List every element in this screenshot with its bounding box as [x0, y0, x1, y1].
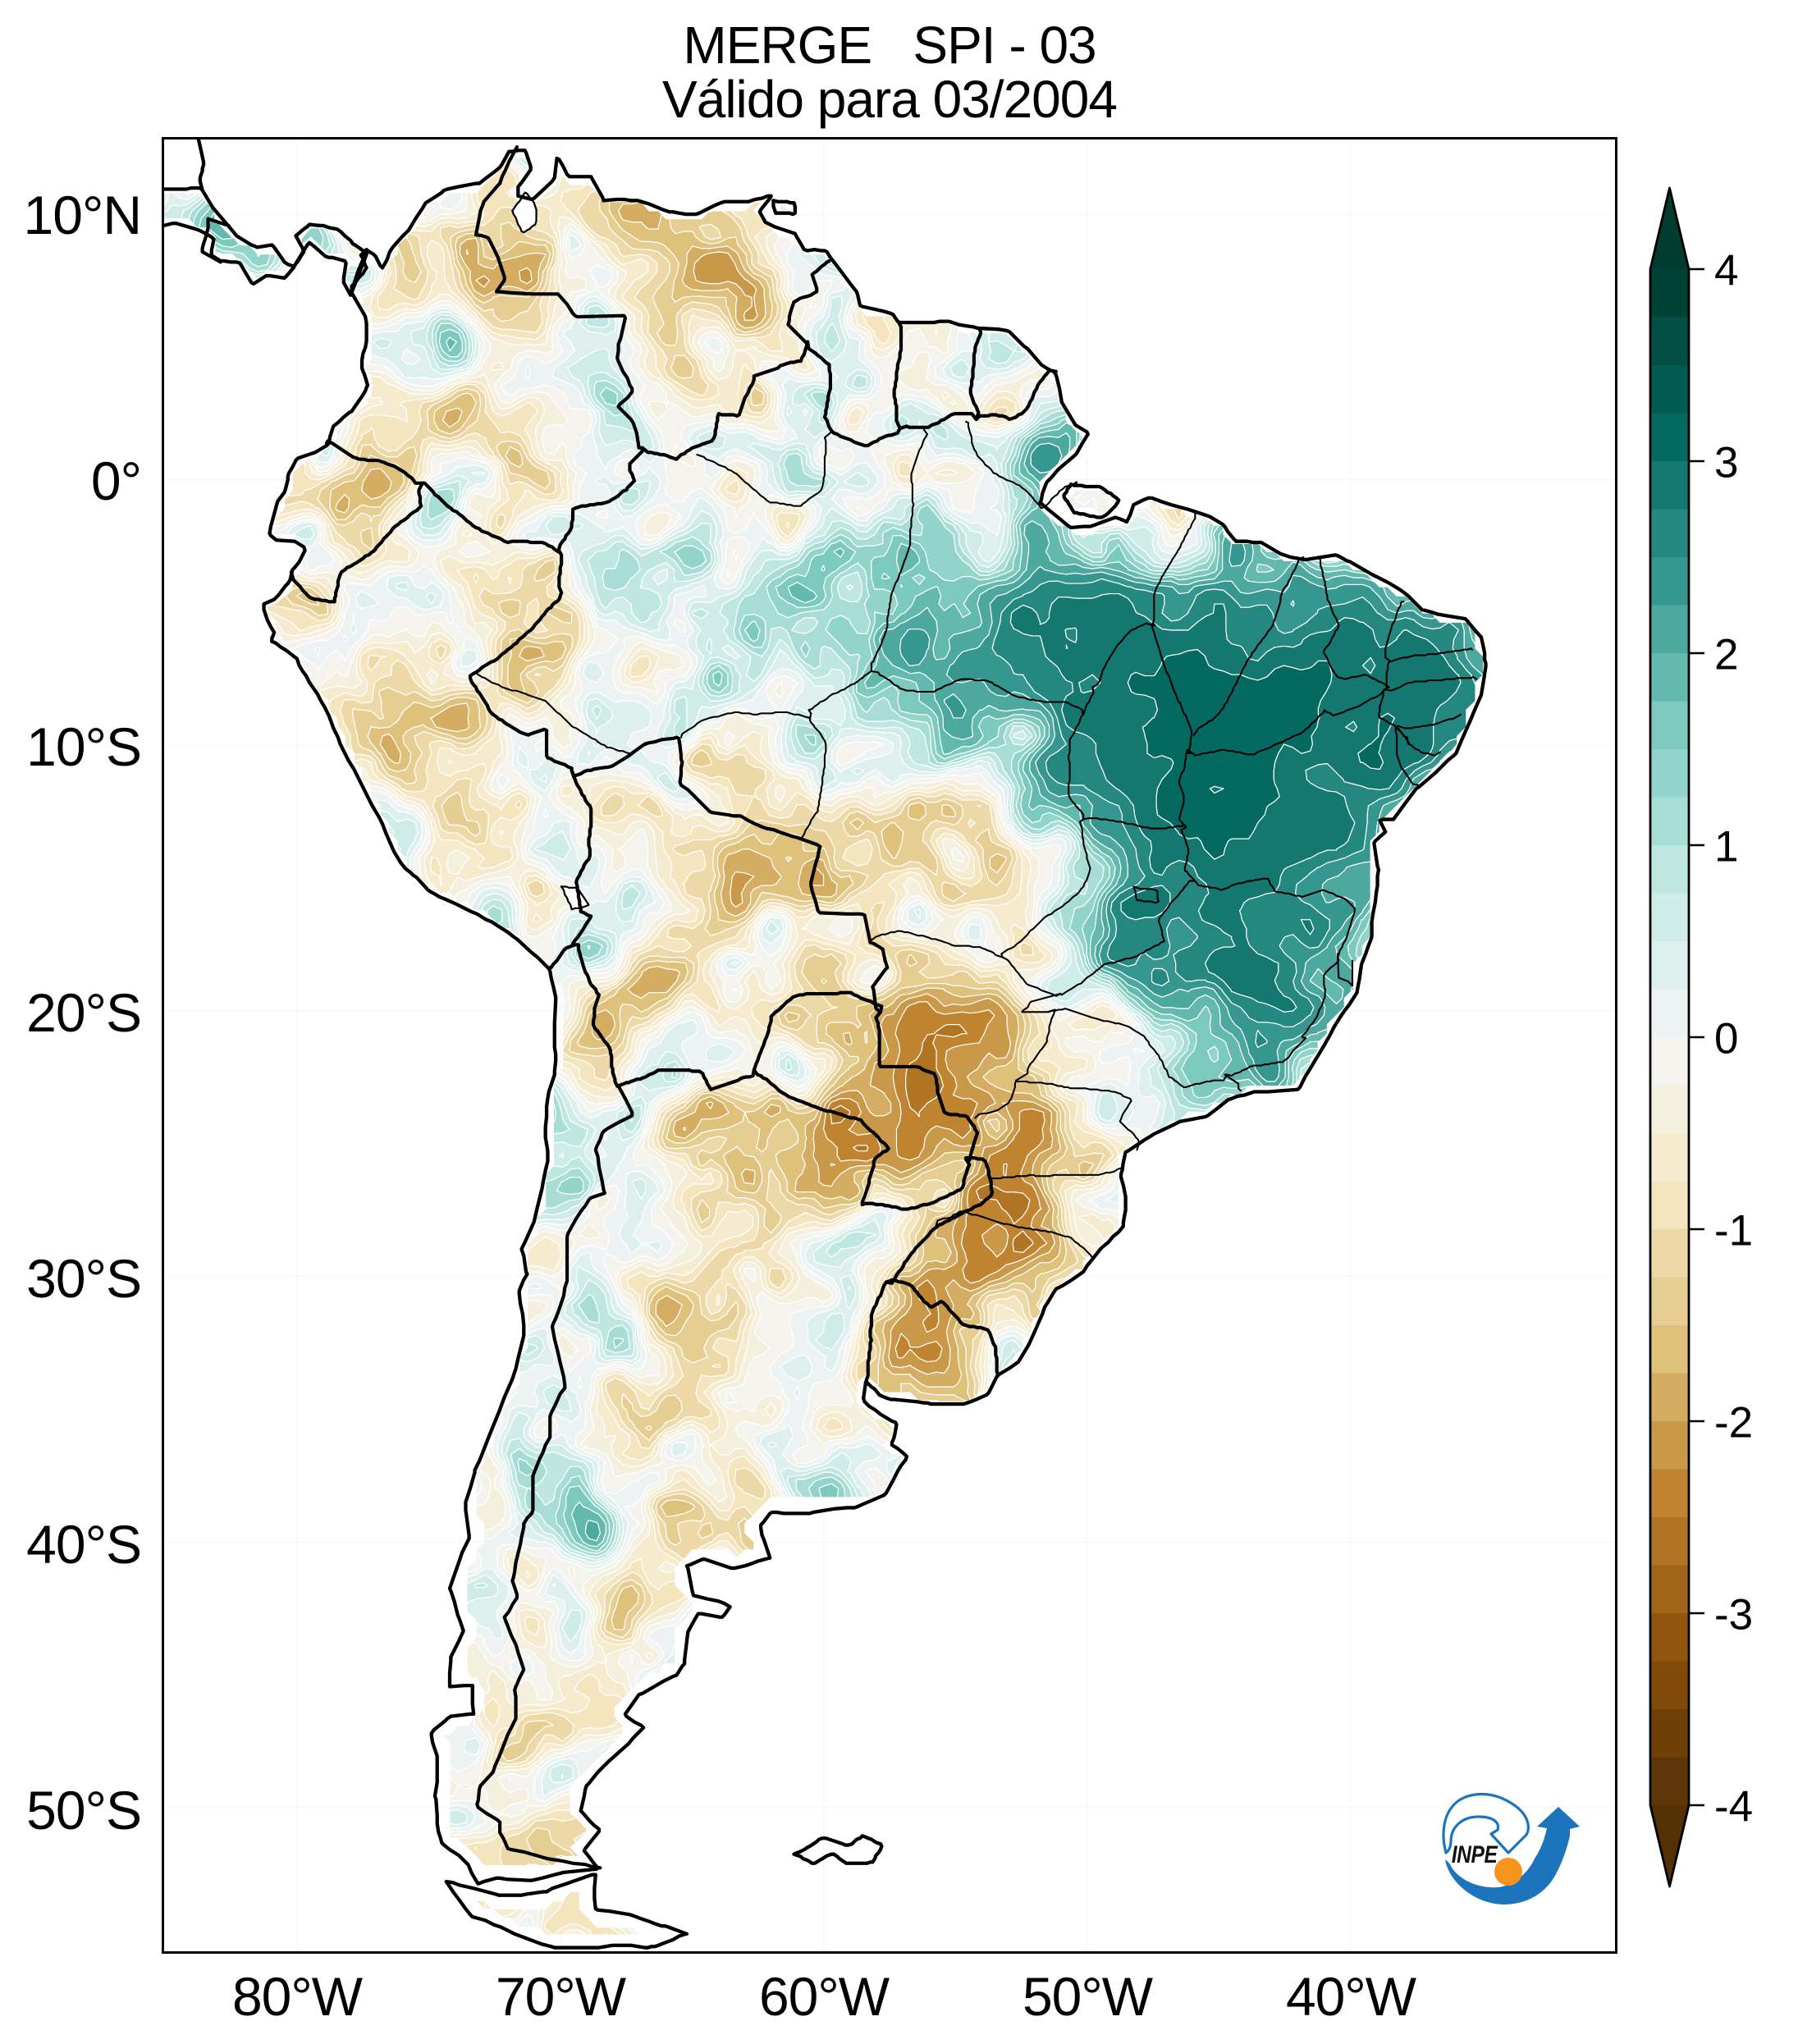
svg-text:INPE: INPE: [1452, 1841, 1498, 1868]
